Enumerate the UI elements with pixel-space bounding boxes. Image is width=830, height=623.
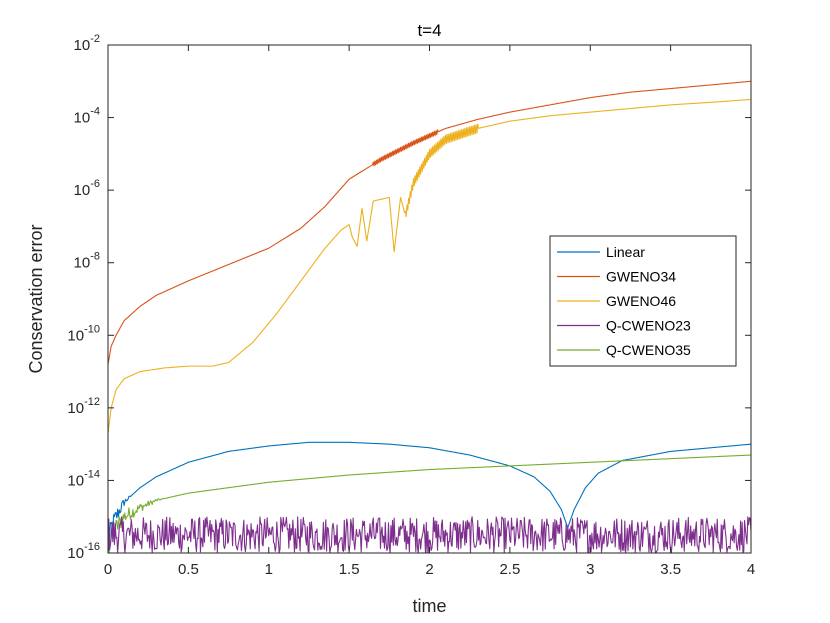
y-axis-ticks: 10-16 10-14 10-12 10-10 10-8 10-6 10-4 10-2: [67, 33, 751, 562]
x-tick-label: 4: [747, 561, 755, 578]
y-tick-label: 10-4: [74, 106, 100, 127]
series-line-gweno46: [107, 98, 752, 434]
series-layer: [107, 80, 752, 554]
y-tick-label: 10-2: [74, 33, 100, 54]
series-line-gweno34: [107, 80, 752, 365]
x-axis-ticks: 0 0.5 1 1.5 2 2.5 3 3.5 4: [104, 45, 755, 578]
series-line-q-cweno35: [108, 454, 752, 554]
legend-entry: Q-CWENO35: [606, 342, 691, 358]
legend: Linear GWENO34 GWENO46 Q-CWENO23 Q-CWENO35: [549, 235, 737, 367]
legend-entry: Q-CWENO23: [606, 318, 691, 334]
legend-entry: Linear: [606, 244, 645, 260]
x-tick-label: 0.5: [178, 561, 199, 578]
y-tick-label: 10-10: [67, 323, 100, 344]
x-tick-label: 1.5: [339, 561, 360, 578]
y-tick-label: 10-14: [67, 468, 100, 489]
x-tick-label: 0: [104, 561, 112, 578]
y-tick-label: 10-8: [74, 251, 100, 272]
y-tick-label: 10-6: [74, 178, 100, 199]
x-tick-label: 3: [586, 561, 594, 578]
y-tick-label: 10-12: [67, 396, 100, 417]
x-axis-label: time: [412, 596, 446, 616]
x-tick-label: 2.5: [499, 561, 520, 578]
x-tick-label: 2: [425, 561, 433, 578]
series-line-q-cweno23: [107, 516, 752, 554]
chart-title: t=4: [417, 21, 441, 40]
y-tick-label: 10-16: [67, 541, 100, 562]
x-tick-label: 3.5: [660, 561, 681, 578]
y-axis-label: Conservation error: [26, 224, 46, 373]
legend-entry: GWENO46: [606, 293, 676, 309]
series-line-linear: [107, 441, 752, 552]
legend-entry: GWENO34: [606, 269, 676, 285]
x-tick-label: 1: [265, 561, 273, 578]
